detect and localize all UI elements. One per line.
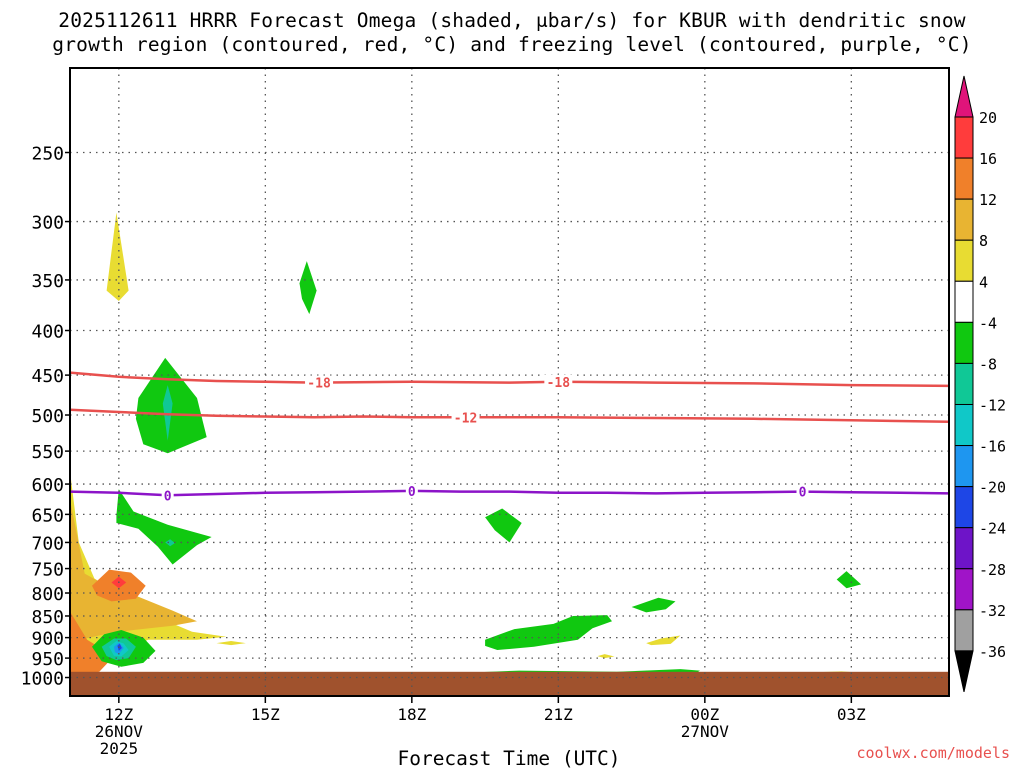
- x-tick-label-12Z: 12Z: [104, 705, 133, 724]
- y-tick-label-350: 350: [31, 271, 64, 292]
- omega-region-1: [70, 499, 197, 648]
- terrain-layer: [70, 671, 949, 696]
- colorbar-label-2: 12: [979, 191, 997, 209]
- x-tick-sub1-12Z: 26NOV: [95, 722, 144, 741]
- colorbar-swatch-0: [954, 116, 974, 159]
- x-tick-label-15Z: 15Z: [251, 705, 280, 724]
- contour-label-0-1: 0: [408, 485, 416, 500]
- omega-region-16: [299, 261, 317, 315]
- y-tick-label-850: 850: [31, 607, 64, 628]
- colorbar-top-arrow: [954, 75, 974, 118]
- y-tick-label-250: 250: [31, 144, 64, 165]
- colorbar-label-9: -20: [979, 479, 1006, 497]
- y-tick-label-650: 650: [31, 505, 64, 526]
- y-tick-label-700: 700: [31, 533, 64, 554]
- colorbar-label-4: 4: [979, 273, 988, 291]
- contour-label-bg-0-1: [405, 483, 418, 498]
- y-tick-label-400: 400: [31, 322, 64, 343]
- y-tick-label-750: 750: [31, 560, 64, 581]
- omega-region-18: [485, 615, 612, 650]
- omega-region-13: [116, 489, 212, 565]
- colorbar-label-11: -28: [979, 561, 1006, 579]
- contour-label--18-1: -18: [547, 376, 571, 391]
- x-tick-sub1-00Z: 27NOV: [681, 722, 730, 741]
- chart-title-line-2: growth region (contoured, red, °C) and f…: [52, 33, 972, 56]
- x-tick-label-21Z: 21Z: [544, 705, 573, 724]
- y-tick-label-800: 800: [31, 584, 64, 605]
- contour-label-bg-0-0: [161, 488, 174, 503]
- contour-label-bg--18-1: [544, 374, 573, 389]
- omega-region-15: [216, 641, 246, 646]
- chart-title-line-1: 2025112611 HRRR Forecast Omega (shaded, …: [58, 9, 966, 32]
- colorbar-swatch-8: [954, 445, 974, 488]
- x-tick-label-00Z: 00Z: [690, 705, 719, 724]
- contour-label-0-0: 0: [164, 489, 172, 504]
- contour-line-0: [70, 489, 949, 497]
- colorbar-swatch-9: [954, 486, 974, 529]
- colorbar: 20 16 12 8 4 -4 -8 -12 -16 -20 -24 -28 -32 -36: [954, 75, 1006, 693]
- contour-layer: -18 -18 -12 0 0 0: [70, 371, 949, 504]
- omega-region-9: [117, 643, 122, 651]
- colorbar-label-10: -24: [979, 520, 1006, 538]
- colorbar-swatch-7: [954, 403, 974, 447]
- contour-line--18: [70, 371, 949, 388]
- omega-region-12: [162, 385, 173, 441]
- grid-layer: [70, 68, 949, 696]
- x-tick-label-03Z: 03Z: [837, 705, 866, 724]
- omega-region-20: [646, 635, 681, 646]
- colorbar-label-1: 16: [979, 150, 997, 168]
- colorbar-swatch-5: [954, 321, 974, 364]
- contour-label-0-2: 0: [799, 486, 807, 501]
- y-tick-label-600: 600: [31, 475, 64, 496]
- y-axis: 2503003504004505005506006507007508008509…: [21, 144, 70, 690]
- colorbar-swatch-3: [954, 239, 974, 282]
- colorbar-label-0: 20: [979, 109, 997, 127]
- colorbar-label-13: -36: [979, 643, 1006, 661]
- x-tick-label-18Z: 18Z: [397, 705, 426, 724]
- omega-shading-layer: [70, 212, 866, 678]
- colorbar-label-3: 8: [979, 232, 988, 250]
- omega-region-21: [597, 654, 615, 659]
- x-tick-sub2-12Z: 2025: [100, 739, 139, 758]
- contour-label-bg-0-2: [796, 484, 809, 499]
- omega-region-17: [485, 508, 522, 543]
- y-tick-label-450: 450: [31, 366, 64, 387]
- colorbar-label-6: -8: [979, 355, 997, 373]
- x-axis-title: Forecast Time (UTC): [397, 747, 620, 768]
- ground-terrain: [70, 671, 949, 696]
- contour-label-bg--12-0: [451, 410, 480, 425]
- colorbar-swatch-6: [954, 362, 974, 405]
- colorbar-swatch-11: [954, 568, 974, 611]
- colorbar-swatch-2: [954, 198, 974, 241]
- colorbar-swatch-1: [954, 157, 974, 200]
- credit-link[interactable]: coolwx.com/models: [856, 744, 1010, 762]
- colorbar-label-5: -4: [979, 314, 997, 332]
- y-tick-label-500: 500: [31, 406, 64, 427]
- omega-region-19: [631, 597, 676, 613]
- y-tick-label-950: 950: [31, 649, 64, 670]
- colorbar-swatch-4: [954, 280, 974, 323]
- colorbar-bottom-arrow: [954, 650, 974, 693]
- colorbar-swatch-12: [954, 609, 974, 652]
- omega-region-22: [836, 571, 862, 589]
- contour-label--18-0: -18: [307, 377, 331, 392]
- contour-label--12-0: -12: [454, 411, 477, 426]
- plot-frame: [69, 67, 950, 697]
- y-tick-label-300: 300: [31, 213, 64, 234]
- colorbar-label-7: -12: [979, 396, 1006, 414]
- y-tick-label-550: 550: [31, 442, 64, 463]
- omega-region-10: [106, 212, 129, 301]
- omega-region-14: [165, 539, 175, 547]
- colorbar-swatch-10: [954, 527, 974, 570]
- contour-label-bg--18-0: [305, 375, 334, 390]
- contour-line--12: [70, 408, 949, 424]
- y-tick-label-1000: 1000: [21, 669, 64, 690]
- y-tick-label-900: 900: [31, 629, 64, 650]
- colorbar-label-12: -32: [979, 602, 1006, 620]
- colorbar-label-8: -16: [979, 438, 1006, 456]
